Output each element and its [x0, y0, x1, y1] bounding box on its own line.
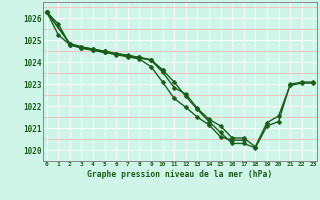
- X-axis label: Graphe pression niveau de la mer (hPa): Graphe pression niveau de la mer (hPa): [87, 170, 273, 179]
